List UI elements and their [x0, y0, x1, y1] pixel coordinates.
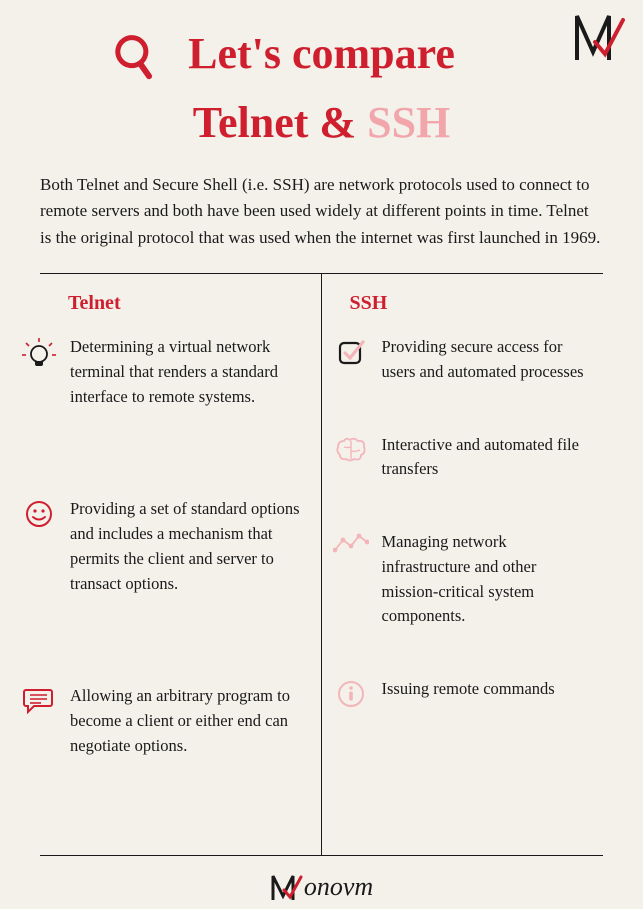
title-line1: Let's compare [0, 28, 643, 79]
intro-text: Both Telnet and Secure Shell (i.e. SSH) … [40, 172, 603, 251]
graph-icon [332, 530, 370, 554]
footer: onovm [0, 870, 643, 909]
ssh-item-4: Issuing remote commands [330, 673, 598, 713]
brand-logo: onovm [270, 870, 373, 904]
telnet-text-3: Allowing an arbitrary program to become … [70, 684, 313, 758]
ssh-text-3: Managing network infrastructure and othe… [382, 530, 596, 629]
telnet-text-1: Determining a virtual network terminal t… [70, 335, 313, 409]
title-telnet: Telnet & [193, 98, 367, 147]
ssh-item-2: Interactive and automated file transfers [330, 429, 598, 487]
ssh-text-4: Issuing remote commands [382, 677, 555, 702]
telnet-item-1: Determining a virtual network terminal t… [18, 331, 315, 413]
ssh-text-1: Providing secure access for users and au… [382, 335, 596, 385]
info-icon [332, 677, 370, 709]
title-line2: Telnet & SSH [0, 97, 643, 148]
ssh-item-1: Providing secure access for users and au… [330, 331, 598, 389]
column-header-ssh: SSH [328, 288, 598, 331]
brain-icon [332, 433, 370, 463]
header: Let's compare Telnet & SSH [0, 0, 643, 148]
column-header-telnet: Telnet [46, 288, 315, 331]
comparison-table: Telnet Determining a virtual network ter… [40, 273, 603, 856]
column-ssh: SSH Providing secure access for users an… [322, 274, 604, 855]
lightbulb-icon [20, 335, 58, 373]
checkbox-icon [332, 335, 370, 367]
telnet-item-2: Providing a set of standard options and … [18, 493, 315, 600]
smile-icon [20, 497, 58, 529]
ssh-text-2: Interactive and automated file transfers [382, 433, 596, 483]
ssh-item-3: Managing network infrastructure and othe… [330, 526, 598, 633]
magnify-icon [108, 30, 166, 93]
title-ssh: SSH [367, 98, 450, 147]
telnet-item-3: Allowing an arbitrary program to become … [18, 680, 315, 762]
chat-icon [20, 684, 58, 716]
brand-text: onovm [304, 872, 373, 902]
column-telnet: Telnet Determining a virtual network ter… [40, 274, 322, 855]
logo-icon-top [573, 10, 625, 69]
telnet-text-2: Providing a set of standard options and … [70, 497, 313, 596]
